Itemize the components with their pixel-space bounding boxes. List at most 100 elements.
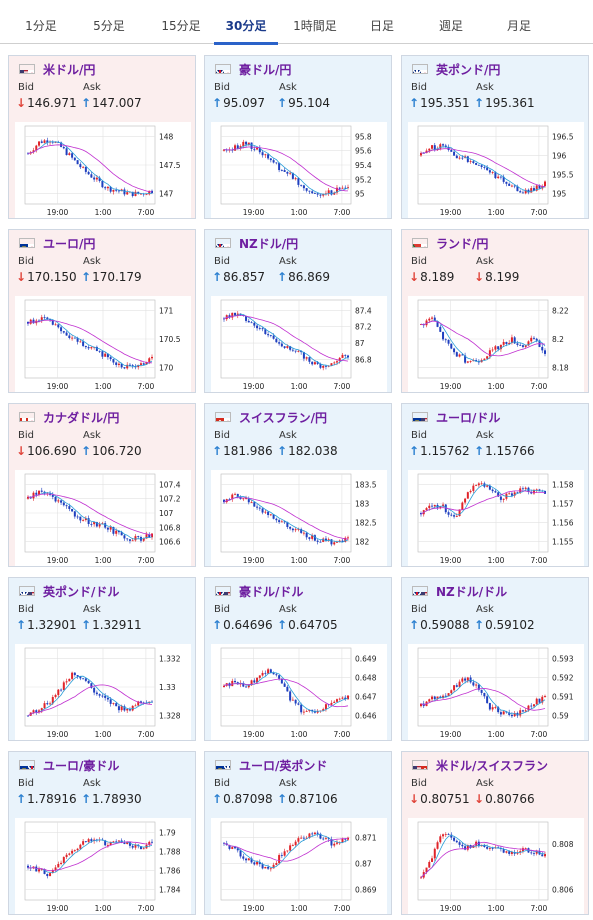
candlestick-chart[interactable]: 87.4 87.2 87 86.8 19:00 1:00 7:00 bbox=[211, 296, 387, 392]
rate-card-2[interactable]: 英ポンド/円 Bid Ask ↑195.351 ↑195.361 196.5 196 195.… bbox=[401, 55, 589, 219]
rate-card-0[interactable]: 米ドル/円 Bid Ask ↓146.971 ↑147.007 148 147.5 147 19… bbox=[8, 55, 196, 219]
candle bbox=[68, 151, 71, 156]
candle bbox=[302, 351, 305, 362]
candlestick-chart[interactable]: 8.22 8.2 8.18 19:00 1:00 7:00 bbox=[408, 296, 584, 392]
candlestick-chart[interactable]: 0.649 0.648 0.647 0.646 19:00 1:00 7:00 bbox=[211, 644, 387, 740]
candle bbox=[137, 535, 140, 539]
y-tick-label: 147 bbox=[159, 190, 174, 199]
x-tick-label: 19:00 bbox=[47, 382, 69, 391]
rate-card-6[interactable]: カナダドル/円 Bid Ask ↓106.690 ↑106.720 107.4 107.2 1… bbox=[8, 403, 196, 567]
currency-flag-icon bbox=[19, 586, 35, 596]
candle bbox=[123, 367, 126, 370]
candle bbox=[486, 355, 489, 360]
candle bbox=[450, 343, 453, 350]
flag-us-icon bbox=[224, 587, 230, 595]
bid-price: ↓106.690 bbox=[16, 444, 77, 458]
candlestick-chart[interactable]: 0.593 0.592 0.591 0.59 19:00 1:00 7:00 bbox=[408, 644, 584, 740]
candlestick-chart[interactable]: 1.79 1.788 1.786 1.784 19:00 1:00 7:00 bbox=[15, 818, 191, 914]
rate-card-14[interactable]: 米ドル/スイスフラン Bid Ask ↓0.80751 ↓0.80766 0.808 0.8… bbox=[401, 751, 589, 915]
rate-card-10[interactable]: 豪ドル/ドル Bid Ask ↑0.64696 ↑0.64705 0.649 0.648 0.… bbox=[204, 577, 392, 741]
candle bbox=[245, 315, 248, 323]
candle bbox=[466, 155, 469, 164]
pair-name[interactable]: スイスフラン/円 bbox=[239, 411, 328, 425]
pair-name[interactable]: ランド/円 bbox=[436, 237, 489, 251]
candle bbox=[151, 839, 153, 844]
candle bbox=[297, 836, 300, 844]
pair-name[interactable]: 英ポンド/ドル bbox=[43, 585, 120, 599]
rate-card-4[interactable]: NZドル/円 Bid Ask ↑86.857 ↑86.869 87.4 87.2 87 86.8… bbox=[204, 229, 392, 393]
candle bbox=[521, 709, 524, 713]
candlestick-chart[interactable]: 183.5 183 182.5 182 19:00 1:00 7:00 bbox=[211, 470, 387, 566]
candlestick-chart[interactable]: 0.808 0.806 19:00 1:00 7:00 bbox=[408, 818, 584, 914]
candlestick-chart[interactable]: 0.871 0.87 0.869 19:00 1:00 7:00 bbox=[211, 818, 387, 914]
rate-card-1[interactable]: 豪ドル/円 Bid Ask ↑95.097 ↑95.104 95.8 95.6 95.4 95.… bbox=[204, 55, 392, 219]
candlestick-chart[interactable]: 171 170.5 170 19:00 1:00 7:00 bbox=[15, 296, 191, 392]
candle bbox=[126, 538, 129, 542]
rate-card-12[interactable]: ユーロ/豪ドル Bid Ask ↑1.78916 ↑1.78930 1.79 1.788 1.… bbox=[8, 751, 196, 915]
tab-4[interactable]: 1時間足 bbox=[293, 19, 337, 33]
rate-card-7[interactable]: スイスフラン/円 Bid Ask ↑181.986 ↑182.038 183.5 183 18… bbox=[204, 403, 392, 567]
candle bbox=[258, 145, 261, 155]
rate-card-5[interactable]: ランド/円 Bid Ask ↓8.189 ↓8.199 8.22 8.2 8.18 19:00 1… bbox=[401, 229, 589, 393]
candle bbox=[115, 361, 118, 368]
y-tick-label: 86.8 bbox=[355, 355, 372, 364]
pair-name[interactable]: ユーロ/英ポンド bbox=[239, 759, 328, 773]
bid-price: ↓146.971 bbox=[16, 96, 77, 110]
candlestick-chart[interactable]: 1.332 1.33 1.328 19:00 1:00 7:00 bbox=[15, 644, 191, 740]
bid-price: ↑0.64696 bbox=[212, 618, 273, 632]
x-tick-label: 19:00 bbox=[440, 382, 462, 391]
tab-2[interactable]: 15分足 bbox=[161, 19, 201, 33]
pair-name[interactable]: 豪ドル/円 bbox=[239, 63, 292, 77]
candle bbox=[231, 846, 234, 850]
pair-name[interactable]: NZドル/ドル bbox=[436, 585, 508, 599]
y-tick-label: 1.155 bbox=[552, 538, 574, 547]
y-tick-label: 1.328 bbox=[159, 712, 181, 721]
pair-name[interactable]: 米ドル/円 bbox=[43, 63, 96, 77]
rate-card-8[interactable]: ユーロ/ドル Bid Ask ↑1.15762 ↑1.15766 1.158 1.157 1.… bbox=[401, 403, 589, 567]
candle bbox=[477, 482, 480, 488]
candle bbox=[330, 189, 333, 196]
pair-name[interactable]: カナダドル/円 bbox=[43, 411, 120, 425]
rate-card-9[interactable]: 英ポンド/ドル Bid Ask ↑1.32901 ↑1.32911 1.332 1.33 1.… bbox=[8, 577, 196, 741]
candle bbox=[297, 701, 300, 706]
candle bbox=[109, 355, 112, 362]
tab-7[interactable]: 月足 bbox=[506, 19, 531, 33]
rate-card-13[interactable]: ユーロ/英ポンド Bid Ask ↑0.87098 ↑0.87106 0.871 0.87 0… bbox=[204, 751, 392, 915]
candle bbox=[258, 326, 261, 331]
tab-0[interactable]: 1分足 bbox=[25, 19, 57, 33]
candle bbox=[483, 358, 486, 361]
pair-name[interactable]: ユーロ/円 bbox=[43, 237, 96, 251]
pair-name[interactable]: NZドル/円 bbox=[239, 237, 299, 251]
tab-6[interactable]: 週足 bbox=[438, 19, 463, 33]
candlestick-chart[interactable]: 107.4 107.2 107 106.8 106.6 19:00 1:00 7:00 bbox=[15, 470, 191, 566]
candlestick-chart[interactable]: 196.5 196 195.5 195 19:00 1:00 7:00 bbox=[408, 122, 584, 218]
candlestick-chart[interactable]: 148 147.5 147 19:00 1:00 7:00 bbox=[15, 122, 191, 218]
pair-name[interactable]: ユーロ/ドル bbox=[436, 411, 501, 425]
candle bbox=[283, 345, 286, 349]
rate-card-11[interactable]: NZドル/ドル Bid Ask ↑0.59088 ↑0.59102 0.593 0.592 0… bbox=[401, 577, 589, 741]
candlestick-chart[interactable]: 95.8 95.6 95.4 95.2 95 19:00 1:00 7:00 bbox=[211, 122, 387, 218]
bid-price: ↑86.857 bbox=[212, 270, 266, 284]
candle bbox=[134, 534, 137, 542]
tab-3[interactable]: 30分足 bbox=[214, 0, 278, 45]
candle bbox=[450, 832, 453, 840]
y-tick-label: 1.784 bbox=[159, 886, 181, 895]
candle bbox=[480, 481, 483, 485]
tab-1[interactable]: 5分足 bbox=[93, 19, 125, 33]
candle bbox=[54, 693, 57, 699]
tab-5[interactable]: 日足 bbox=[369, 19, 394, 33]
x-tick-label: 7:00 bbox=[530, 382, 547, 391]
y-tick-label: 8.22 bbox=[552, 306, 569, 315]
candlestick-chart[interactable]: 1.158 1.157 1.156 1.155 19:00 1:00 7:00 bbox=[408, 470, 584, 566]
rate-card-3[interactable]: ユーロ/円 Bid Ask ↓170.150 ↑170.179 171 170.5 170 19… bbox=[8, 229, 196, 393]
candle bbox=[115, 187, 118, 193]
pair-name[interactable]: ユーロ/豪ドル bbox=[43, 759, 120, 773]
up-arrow-icon: ↑ bbox=[81, 618, 92, 632]
pair-name[interactable]: 豪ドル/ドル bbox=[239, 585, 304, 599]
pair-name[interactable]: 英ポンド/円 bbox=[436, 63, 501, 77]
candle bbox=[280, 340, 283, 348]
ask-label: Ask bbox=[83, 256, 101, 267]
candle bbox=[447, 339, 450, 346]
pair-name[interactable]: 米ドル/スイスフラン bbox=[436, 759, 549, 773]
candle bbox=[84, 345, 87, 350]
